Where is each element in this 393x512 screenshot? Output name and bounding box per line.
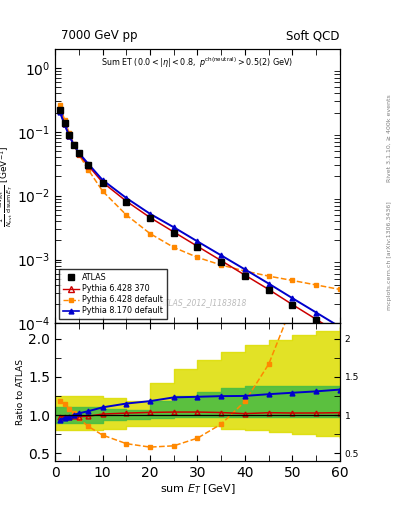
Text: 7000 GeV pp: 7000 GeV pp bbox=[61, 29, 138, 42]
Y-axis label: Ratio to ATLAS: Ratio to ATLAS bbox=[17, 359, 26, 425]
X-axis label: sum $E_T$ [GeV]: sum $E_T$ [GeV] bbox=[160, 482, 235, 496]
Legend: ATLAS, Pythia 6.428 370, Pythia 6.428 default, Pythia 8.170 default: ATLAS, Pythia 6.428 370, Pythia 6.428 de… bbox=[59, 269, 167, 319]
Text: ATLAS_2012_I1183818: ATLAS_2012_I1183818 bbox=[160, 298, 247, 307]
Text: Sum ET $(0.0 < |\eta| < 0.8,\ p^{\rm ch(neutral)} > 0.5(2)\ \mathrm{GeV})$: Sum ET $(0.0 < |\eta| < 0.8,\ p^{\rm ch(… bbox=[101, 55, 294, 70]
Y-axis label: $\frac{1}{N_\mathrm{evt}}\,\frac{\mathrm{d}N_\mathrm{evt}}{\mathrm{d}\,\mathrm{s: $\frac{1}{N_\mathrm{evt}}\,\frac{\mathrm… bbox=[0, 145, 15, 227]
Text: Rivet 3.1.10, ≥ 400k events: Rivet 3.1.10, ≥ 400k events bbox=[387, 94, 392, 182]
Text: mcplots.cern.ch [arXiv:1306.3436]: mcplots.cern.ch [arXiv:1306.3436] bbox=[387, 202, 392, 310]
Text: Soft QCD: Soft QCD bbox=[286, 29, 340, 42]
